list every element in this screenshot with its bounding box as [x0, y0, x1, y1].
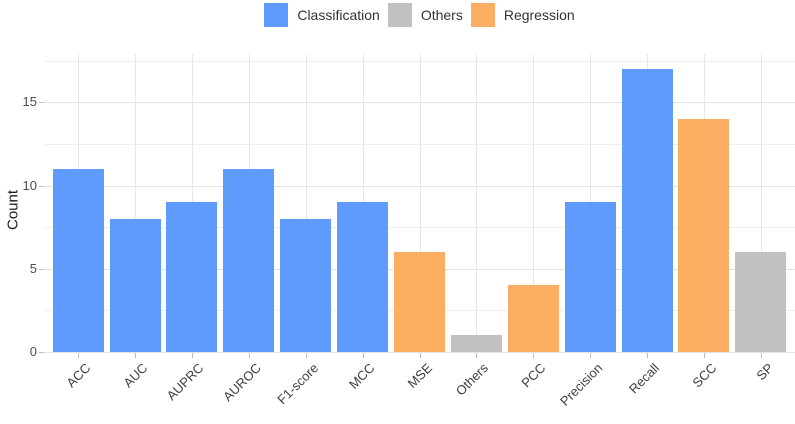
x-tick-label-pcc: PCC [517, 360, 548, 391]
y-tick-label: 5 [29, 261, 37, 276]
bar-mse [394, 252, 445, 352]
bar-acc [53, 169, 104, 352]
gridline-vertical [420, 54, 421, 352]
y-tick-label: 0 [29, 344, 37, 359]
legend-item-others: Others [387, 3, 463, 27]
x-tick-label-f1-score: F1-score [274, 360, 321, 408]
x-tick-mark [761, 353, 762, 358]
bar-sp [735, 252, 786, 352]
x-tick-label-precision: Precision [556, 360, 605, 409]
x-tick-mark [135, 353, 136, 358]
x-tick-label-others: Others [452, 360, 491, 399]
legend-key-swatch [264, 3, 289, 27]
legend-key-swatch [470, 3, 495, 27]
x-tick-label-auroc: AUROC [220, 360, 264, 405]
x-tick-label-mcc: MCC [346, 360, 378, 392]
gridline-vertical [135, 54, 136, 352]
gridline-vertical [761, 54, 762, 352]
y-tick-mark [39, 102, 44, 103]
x-tick-label-scc: SCC [688, 360, 719, 391]
bar-auc [110, 219, 161, 352]
x-tick-mark [647, 353, 648, 358]
x-tick-label-sp: SP [753, 360, 776, 384]
y-tick-mark [39, 269, 44, 270]
y-tick-label: 10 [22, 178, 37, 193]
x-tick-mark [420, 353, 421, 358]
x-tick-mark [192, 353, 193, 358]
bar-auprc [166, 202, 217, 352]
bar-others [451, 335, 502, 352]
x-tick-label-auprc: AUPRC [164, 360, 207, 404]
legend-item-regression: Regression [470, 3, 575, 27]
x-tick-mark [533, 353, 534, 358]
gridline-minor [44, 144, 795, 145]
y-tick-mark [39, 186, 44, 187]
x-tick-mark [476, 353, 477, 358]
legend-key-swatch [387, 3, 412, 27]
x-tick-mark [704, 353, 705, 358]
x-tick-mark [249, 353, 250, 358]
gridline-vertical [306, 54, 307, 352]
gridline-major [44, 102, 795, 103]
y-tick-mark [39, 352, 44, 353]
gridline-minor [44, 61, 795, 62]
bar-f1-score [280, 219, 331, 352]
x-tick-mark [590, 353, 591, 358]
gridline-vertical [476, 54, 477, 352]
legend-label: Others [420, 7, 463, 23]
bar-recall [622, 69, 673, 352]
bar-auroc [223, 169, 274, 352]
x-tick-label-auc: AUC [119, 360, 150, 391]
gridline-minor [44, 227, 795, 228]
legend-label: Classification [297, 7, 380, 23]
bar-pcc [508, 285, 559, 352]
legend-item-classification: Classification [264, 3, 380, 27]
x-tick-mark [78, 353, 79, 358]
x-tick-mark [306, 353, 307, 358]
legend-label: Regression [503, 7, 575, 23]
x-tick-mark [363, 353, 364, 358]
x-tick-label-recall: Recall [625, 360, 662, 397]
bar-scc [678, 119, 729, 352]
gridline-major [44, 186, 795, 187]
x-tick-label-acc: ACC [62, 360, 93, 391]
bar-precision [565, 202, 616, 352]
gridline-major [44, 352, 795, 353]
gridline-vertical [533, 54, 534, 352]
chart-legend: Classification Others Regression [44, 3, 795, 27]
y-tick-label: 15 [22, 94, 37, 109]
x-tick-label-mse: MSE [404, 360, 435, 391]
bar-mcc [337, 202, 388, 352]
